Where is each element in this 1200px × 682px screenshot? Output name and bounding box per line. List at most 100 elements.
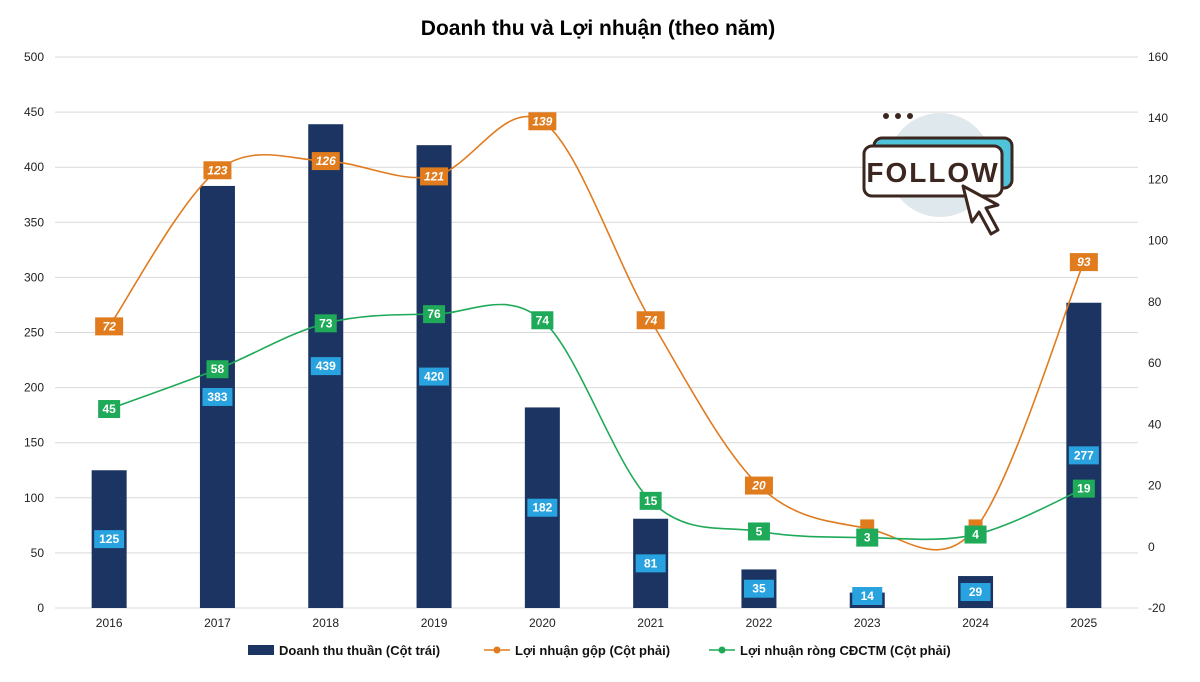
net-profit-value-label: 74 <box>536 313 550 327</box>
revenue-value-label: 14 <box>861 589 875 603</box>
net-profit-value-label-box <box>964 525 987 544</box>
legend-swatch-revenue <box>248 645 274 655</box>
cursor-click-icon <box>961 184 1000 236</box>
right-tick-label: 120 <box>1148 172 1168 186</box>
left-tick-label: 150 <box>24 436 44 450</box>
net-profit-value-label-box <box>314 314 337 333</box>
net-profit-value-label-box <box>856 528 879 547</box>
right-tick-label: 40 <box>1148 417 1162 431</box>
gross-profit-value-label-box <box>528 112 557 131</box>
x-tick-label: 2021 <box>637 616 664 630</box>
left-tick-label: 200 <box>24 381 44 395</box>
net-profit-line <box>108 303 1085 541</box>
net-profit-value-label: 58 <box>211 362 225 376</box>
legend-label-revenue: Doanh thu thuần (Cột trái) <box>279 643 440 658</box>
revenue-value-label-box <box>310 357 341 376</box>
x-tick-label: 2020 <box>529 616 556 630</box>
gross-profit-value-label-box <box>420 167 449 186</box>
gross-profit-value-label-box <box>1069 253 1098 272</box>
revenue-value-label-box <box>960 583 991 602</box>
right-tick-label: 80 <box>1148 295 1162 309</box>
revenue-value-label-box <box>202 387 233 406</box>
left-tick-label: 350 <box>24 215 44 229</box>
gross-profit-value-label: 123 <box>207 163 227 177</box>
right-tick-label: 0 <box>1148 540 1155 554</box>
chart-title: Doanh thu và Lợi nhuận (theo năm) <box>421 17 775 40</box>
legend-marker-net <box>718 646 726 654</box>
net-profit-value-label-box <box>423 305 446 324</box>
net-profit-value-label-box <box>639 491 662 510</box>
gross-profit-value-label: 72 <box>102 319 116 333</box>
right-tick-label: 60 <box>1148 356 1162 370</box>
dot-3 <box>907 113 913 119</box>
revenue-value-label: 35 <box>752 582 766 596</box>
gross-profit-value-label-box <box>636 311 665 330</box>
gross-profit-value-label-box <box>744 476 773 495</box>
revenue-value-label-box <box>527 498 558 517</box>
gross-profit-value-label: 126 <box>316 154 336 168</box>
left-tick-label: 100 <box>24 491 44 505</box>
revenue-value-label-box <box>852 587 883 605</box>
net-profit-value-label-box <box>531 311 554 330</box>
revenue-value-label-box <box>635 554 666 573</box>
right-tick-label: 140 <box>1148 111 1168 125</box>
gross-profit-value-label: 139 <box>532 114 552 128</box>
gridlines <box>55 56 1138 609</box>
net-profit-value-label-box <box>98 400 121 419</box>
left-tick-label: 250 <box>24 326 44 340</box>
legend-marker-gross <box>493 646 501 654</box>
gross-profit-value-label: 93 <box>1077 255 1091 269</box>
left-tick-label: 450 <box>24 105 44 119</box>
left-tick-label: 300 <box>24 270 44 284</box>
revenue-value-label: 182 <box>532 501 552 515</box>
net-profit-value-label-box <box>1072 479 1095 498</box>
net-profit-value-label: 45 <box>102 402 116 416</box>
net-profit-value-label: 19 <box>1077 482 1091 496</box>
net-profit-value-label-box <box>206 360 229 379</box>
revenue-value-label: 125 <box>99 532 119 546</box>
revenue-value-label-box <box>1068 446 1099 465</box>
gross-profit-value-label-box <box>95 317 124 336</box>
x-tick-label: 2018 <box>312 616 339 630</box>
x-tick-label: 2017 <box>204 616 231 630</box>
net-profit-value-label: 76 <box>427 307 441 321</box>
x-tick-label: 2023 <box>854 616 881 630</box>
revenue-value-label: 383 <box>207 390 227 404</box>
revenue-value-label: 420 <box>424 370 444 384</box>
gross-profit-value-label: 121 <box>424 169 444 183</box>
left-tick-label: 50 <box>31 546 45 560</box>
dot-2 <box>895 113 901 119</box>
x-axis-ticks: 2016 2017 2018 2019 2020 2021 2022 2023 2024 2025 <box>96 616 1098 630</box>
net-profit-value-label: 5 <box>756 524 763 538</box>
revenue-value-label: 81 <box>644 556 658 570</box>
net-profit-value-label: 73 <box>319 316 333 330</box>
gross-profit-marker <box>968 519 983 530</box>
net-profit-value-label-box <box>747 522 770 541</box>
gross-profit-marker <box>860 519 875 530</box>
revenue-value-label: 277 <box>1074 448 1094 462</box>
left-tick-label: 400 <box>24 160 44 174</box>
x-tick-label: 2016 <box>96 616 123 630</box>
dot-1 <box>883 113 889 119</box>
legend-label-gross: Lợi nhuận gộp (Cột phải) <box>515 643 670 658</box>
net-profit-value-label: 15 <box>644 494 658 508</box>
left-tick-label: 0 <box>37 601 44 615</box>
right-tick-label: -20 <box>1148 601 1166 615</box>
right-tick-label: 100 <box>1148 234 1168 248</box>
follow-button[interactable]: FOLLOW <box>862 113 1014 236</box>
gross-profit-value-label-box <box>203 161 232 180</box>
legend-label-net: Lợi nhuận ròng CĐCTM (Cột phải) <box>740 643 951 658</box>
net-profit-value-label: 4 <box>972 528 979 542</box>
left-tick-label: 500 <box>24 50 44 64</box>
gross-profit-value-label: 74 <box>644 313 658 327</box>
x-tick-label: 2019 <box>421 616 448 630</box>
revenue-value-label: 29 <box>969 585 983 599</box>
revenue-value-label-box <box>743 579 774 598</box>
gross-profit-line <box>108 115 1085 551</box>
right-tick-label: 20 <box>1148 479 1162 493</box>
revenue-value-label-box <box>419 367 450 386</box>
gross-profit-value-label: 20 <box>751 479 766 493</box>
